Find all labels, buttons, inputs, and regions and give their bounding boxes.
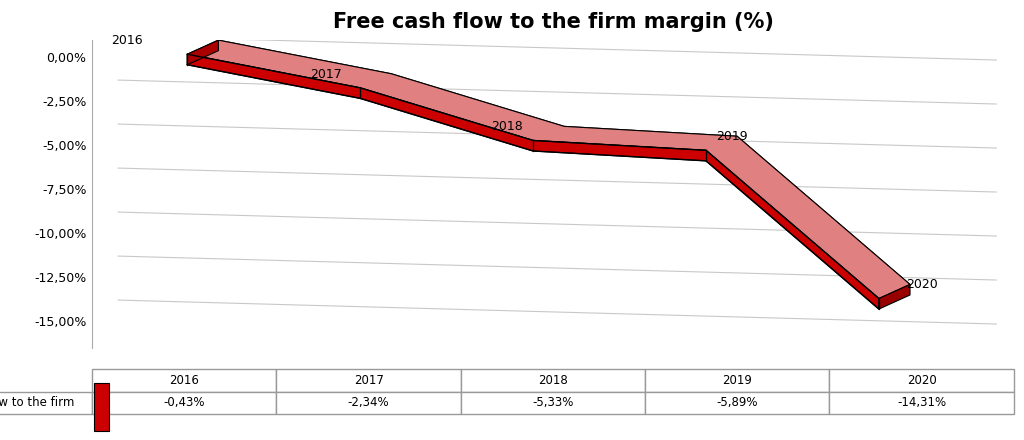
Polygon shape [187,40,910,298]
Text: 2020: 2020 [906,279,938,291]
Text: 2017: 2017 [309,68,341,81]
Title: Free cash flow to the firm margin (%): Free cash flow to the firm margin (%) [333,12,773,33]
Text: 2019: 2019 [716,130,748,143]
Polygon shape [187,54,879,309]
Bar [94,383,109,431]
Text: 2018: 2018 [492,121,523,133]
Polygon shape [187,40,218,65]
Polygon shape [879,284,910,309]
Text: 2016: 2016 [111,34,142,47]
